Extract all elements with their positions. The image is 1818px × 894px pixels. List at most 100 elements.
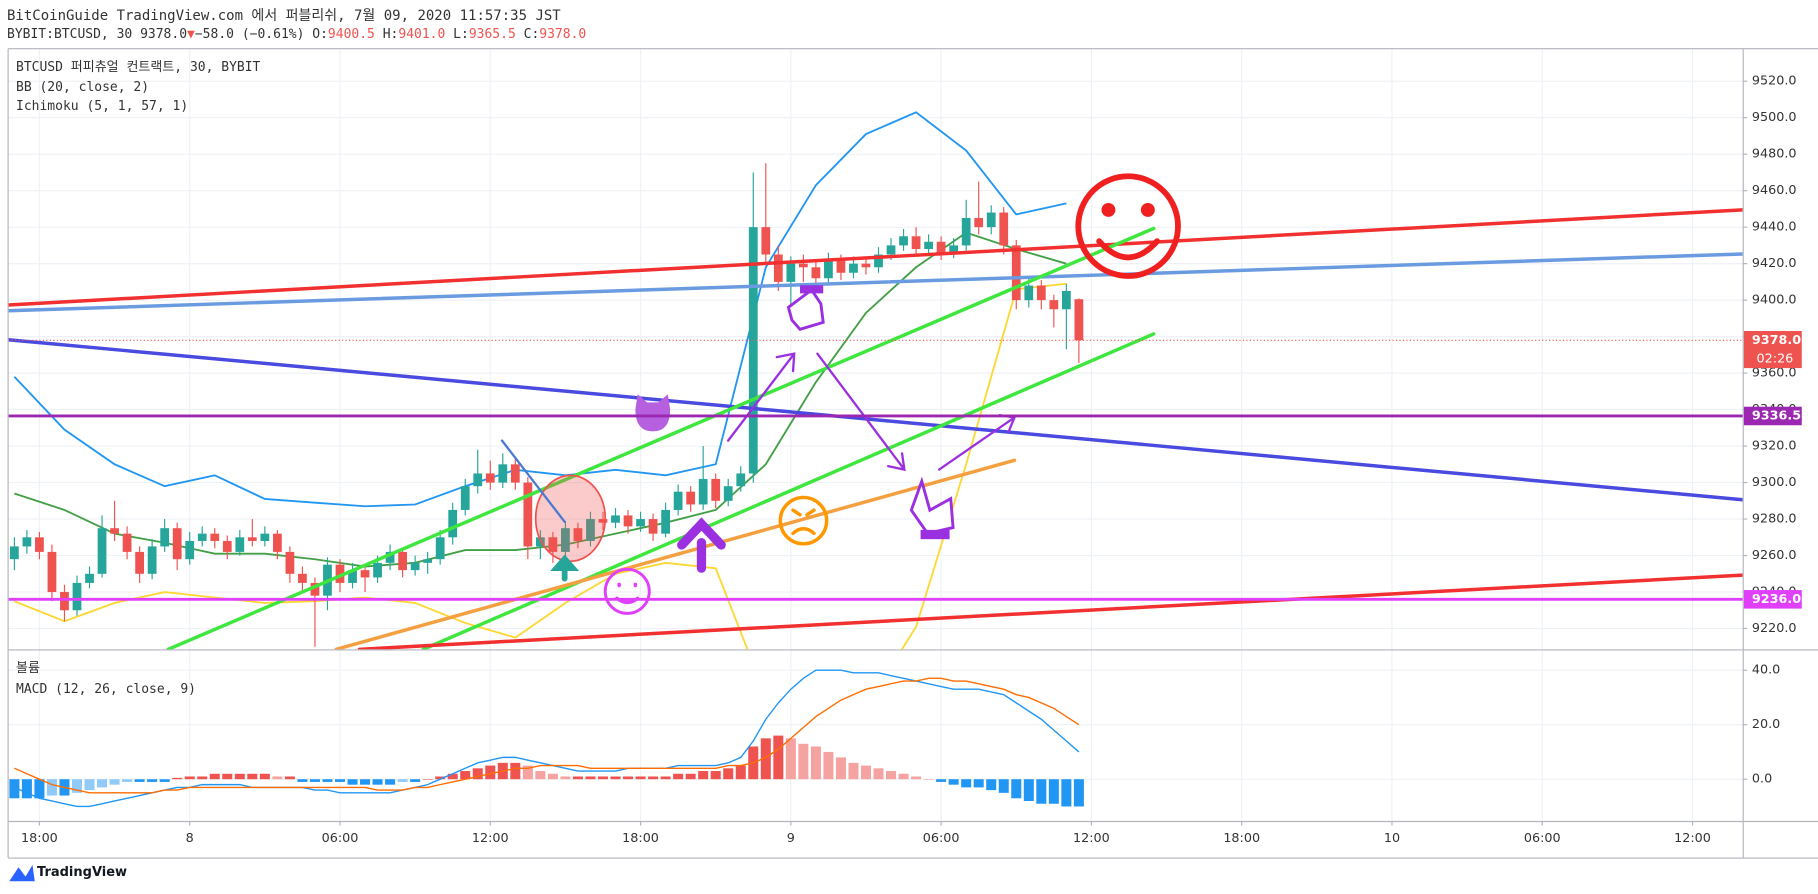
grid — [8, 48, 1743, 821]
candle-body — [1011, 245, 1021, 301]
candle-body — [936, 241, 946, 253]
macd-histogram-bar — [234, 773, 245, 780]
macd-histogram-bar — [284, 776, 295, 780]
macd-histogram-bar — [159, 779, 170, 782]
indicator-line — [13, 111, 1067, 508]
price-label-box — [1743, 406, 1802, 426]
candle-body — [9, 546, 19, 560]
macd-histogram-bar — [986, 779, 997, 791]
macd-histogram-bar — [710, 771, 721, 780]
x-tick-label: 12:00 — [1073, 831, 1110, 846]
macd-histogram-bar — [71, 779, 83, 793]
hand-icon — [800, 285, 824, 294]
candle-body — [849, 263, 858, 273]
macd-histogram-bar — [760, 738, 771, 780]
macd-histogram-bar — [372, 779, 383, 785]
candle-body — [561, 528, 570, 552]
candle-body — [1049, 300, 1059, 310]
candle-body — [723, 486, 733, 501]
countdown: 02:26 — [1757, 351, 1794, 366]
x-tick-label: 12:00 — [1674, 831, 1711, 846]
macd-histogram-bar — [723, 768, 734, 780]
candle-body — [611, 515, 620, 523]
macd-histogram-bar — [97, 779, 108, 788]
candle-body — [673, 491, 683, 510]
hand-icon — [786, 287, 825, 331]
macd-histogram-bar — [1073, 779, 1084, 807]
pane-title: BTCUSD 퍼피츄얼 컨트랙트, 30, BYBIT — [16, 60, 261, 75]
candle-body — [636, 519, 645, 527]
macd-histogram-bar — [309, 779, 320, 782]
candle-body — [72, 582, 82, 611]
arrow — [500, 439, 566, 523]
candle-body — [398, 551, 407, 571]
candle-body — [510, 464, 520, 483]
macd-histogram-bar — [886, 771, 897, 780]
candle-body — [222, 540, 232, 552]
candle-body — [373, 562, 382, 578]
macd-histogram-bar — [510, 762, 521, 780]
l-label: L: — [453, 27, 469, 42]
y-tick-label: 40.0 — [1752, 663, 1780, 678]
macd-histogram-bar — [460, 771, 471, 780]
macd-histogram-bar — [898, 773, 909, 780]
y-tick-label: 9260.0 — [1752, 548, 1797, 563]
y-tick-label: 9300.0 — [1752, 475, 1797, 490]
candle-body — [924, 241, 933, 250]
macd-histogram-bar — [735, 765, 746, 780]
y-tick-label: 9480.0 — [1752, 147, 1797, 162]
candle-body — [548, 537, 558, 552]
candle-body — [235, 537, 245, 552]
candle-body — [85, 573, 94, 583]
open: 9400.5 — [327, 27, 375, 42]
macd-histogram-bar — [109, 779, 120, 785]
macd-histogram-bar — [272, 776, 283, 780]
candle-body — [773, 254, 783, 282]
macd-histogram-bar — [873, 768, 884, 780]
candle-body — [661, 509, 670, 534]
y-tick-label: 9220.0 — [1752, 621, 1797, 636]
macd-histogram-bar — [1023, 779, 1034, 802]
candle-body — [460, 486, 470, 510]
macd-histogram-bar — [998, 779, 1009, 793]
candle-body — [748, 227, 758, 474]
candle-body — [147, 546, 157, 574]
macd-histogram-bar — [610, 776, 621, 780]
candle-body — [786, 263, 796, 282]
candle-body — [473, 473, 483, 487]
candle-body — [348, 570, 357, 583]
change: −58.0 (−0.61%) — [194, 27, 305, 42]
macd-histogram-bar — [360, 779, 371, 785]
y-tick-label: 9520.0 — [1752, 74, 1797, 89]
macd-histogram-bar — [923, 779, 934, 780]
macd-histogram-bar — [585, 776, 596, 780]
macd-histogram-bar — [397, 779, 408, 782]
macd-histogram-bar — [247, 773, 258, 780]
candle-body — [648, 519, 658, 534]
macd-histogram-bar — [122, 779, 133, 782]
candle-body — [836, 259, 846, 273]
candle-body — [172, 528, 182, 560]
ohlc-line: BYBIT:BTCUSD, 30 9378.0▼−58.0 (−0.61%) O… — [7, 27, 586, 43]
macd-histogram-bar — [648, 776, 659, 780]
candle-body — [598, 519, 608, 523]
trend-line — [8, 338, 1743, 502]
smiley-eye — [1101, 202, 1116, 217]
macd-histogram-bar — [685, 773, 696, 780]
candle-body — [185, 540, 195, 560]
candle-body — [736, 473, 746, 487]
x-tick-label: 18:00 — [21, 831, 58, 846]
macd-histogram-bar — [9, 779, 20, 799]
macd-histogram-bar — [597, 776, 608, 780]
candle-body — [360, 570, 370, 578]
candle-body — [874, 254, 883, 268]
h-label: H: — [382, 27, 399, 42]
candle-body — [761, 227, 771, 255]
candle-body — [798, 263, 808, 268]
candle-body — [498, 464, 508, 483]
drawings — [8, 173, 1743, 650]
macd-histogram-bar — [297, 779, 308, 782]
candle-body — [1036, 285, 1046, 301]
